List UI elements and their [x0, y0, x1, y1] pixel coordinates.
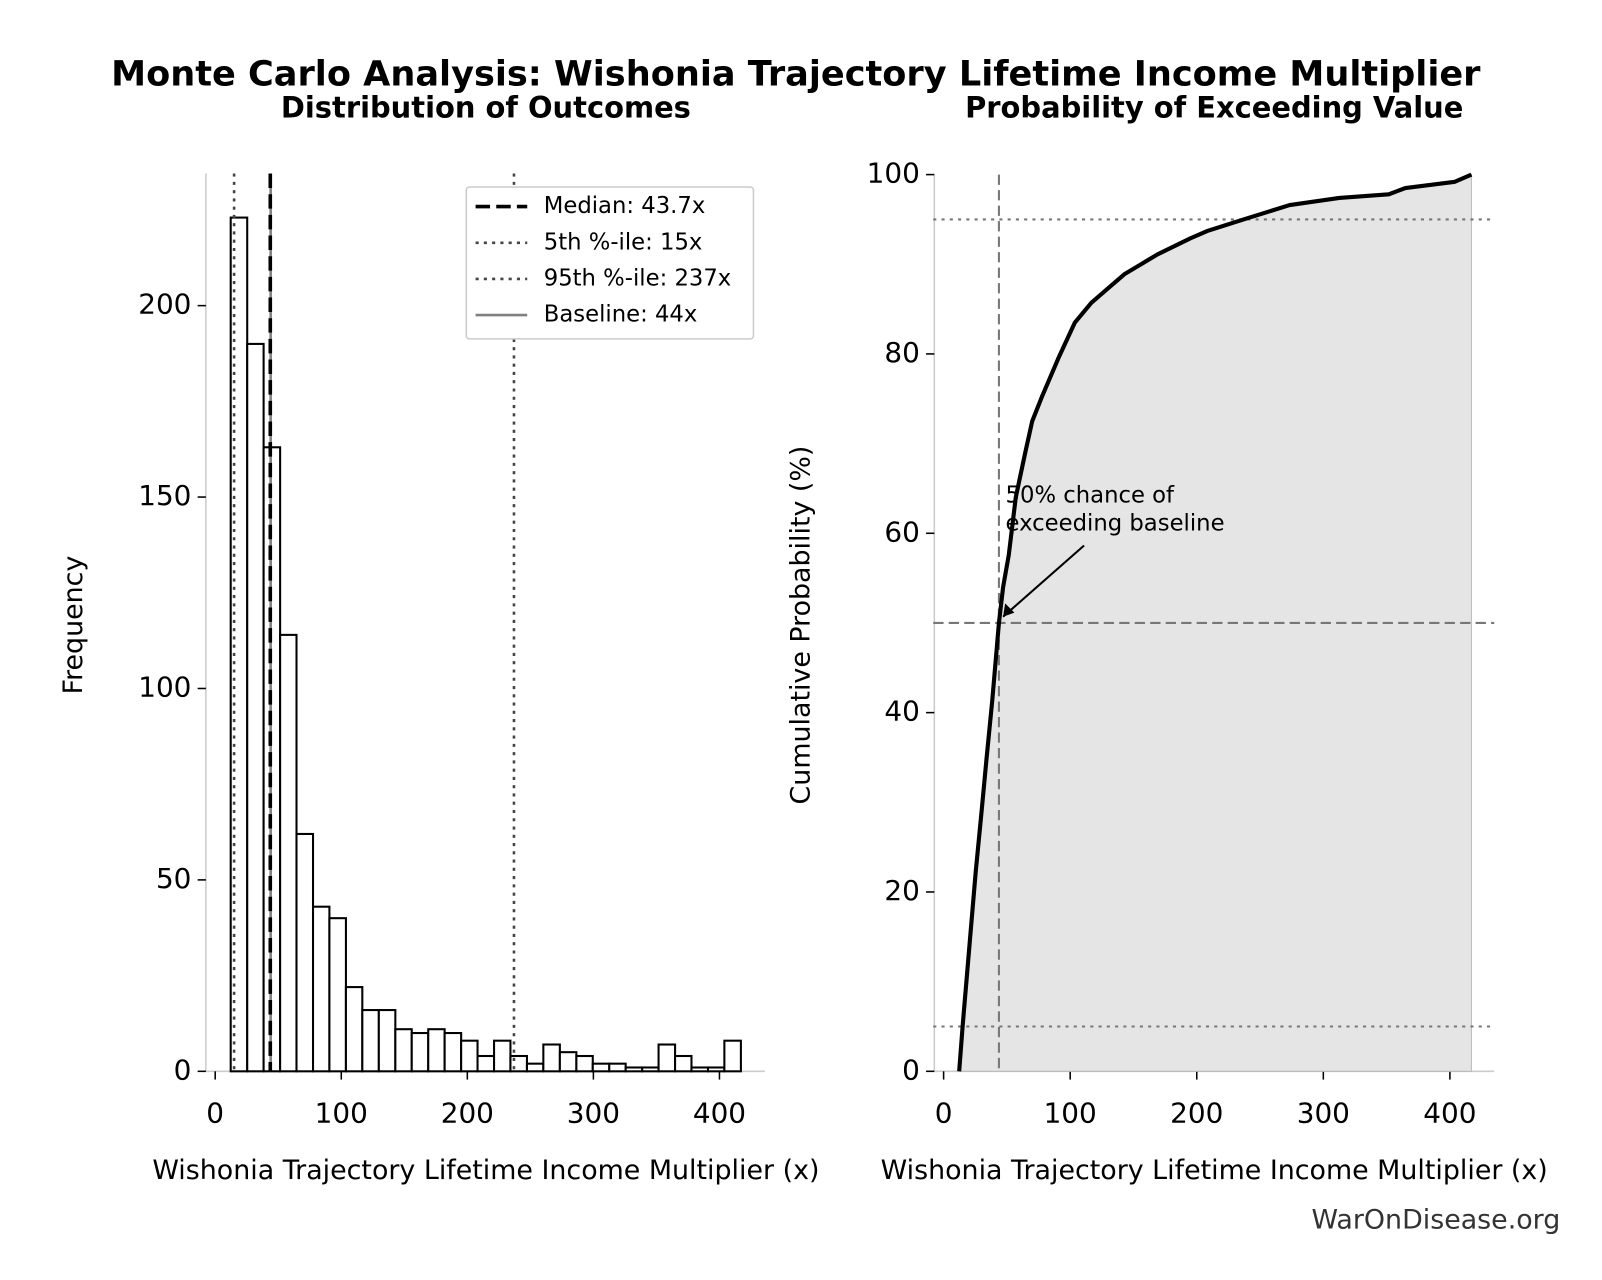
x-tick-label: 100 [315, 1097, 368, 1130]
histogram-bar [690, 1066, 710, 1073]
y-tick-label: 100 [138, 670, 191, 703]
x-tick-label: 400 [693, 1097, 746, 1130]
footer: WarOnDisease.org [1312, 1205, 1561, 1236]
y-tick-label: 150 [138, 479, 191, 512]
histogram-bar [723, 1039, 742, 1073]
legend-label: 95th %-ile: 237x [544, 265, 732, 291]
histogram-bar [476, 1054, 496, 1073]
x-axis-label: Wishonia Trajectory Lifetime Income Mult… [881, 1155, 1548, 1186]
subplot-title: Distribution of Outcomes [281, 91, 691, 125]
y-tick-label: 0 [902, 1053, 920, 1086]
y-axis-label: Cumulative Probability (%) [786, 446, 817, 805]
subplot-title: Probability of Exceeding Value [965, 91, 1463, 125]
legend-label: Baseline: 44x [544, 302, 698, 328]
histogram-bar [460, 1039, 479, 1073]
x-tick-label: 0 [206, 1097, 224, 1130]
y-tick-label: 80 [884, 336, 919, 369]
histogram-bar [525, 1062, 545, 1073]
cdf-line [957, 172, 1473, 1072]
x-tick-label: 200 [1170, 1097, 1223, 1130]
y-tick-label: 40 [884, 695, 919, 728]
histogram-bar [410, 1031, 430, 1073]
histogram-bar [377, 1009, 397, 1073]
annotation: exceeding baseline [1006, 510, 1225, 536]
x-tick-label: 0 [935, 1097, 953, 1130]
annotation: 50% chance of [1006, 482, 1176, 508]
y-tick-label: 200 [138, 288, 191, 321]
legend-label: 5th %-ile: 15x [544, 229, 703, 255]
histogram-bar [641, 1066, 660, 1073]
histogram-bar [394, 1028, 413, 1073]
histogram-bar [246, 342, 265, 1073]
x-tick-label: 100 [1044, 1097, 1097, 1130]
y-tick-label: 20 [884, 874, 919, 907]
y-tick-label: 100 [867, 157, 920, 190]
x-tick-label: 200 [441, 1097, 494, 1130]
histogram-bar [295, 832, 315, 1073]
histogram-bar [558, 1051, 578, 1073]
histogram-bar [361, 1009, 380, 1073]
annotation-arrow [1002, 544, 1085, 618]
histogram-bar [624, 1066, 644, 1073]
histogram-bar [427, 1028, 446, 1073]
annotation-arrowhead [1003, 603, 1015, 617]
histogram-bar [674, 1054, 693, 1073]
histogram-bar [493, 1039, 512, 1073]
histogram-bar [443, 1031, 463, 1073]
histogram-bar [608, 1062, 627, 1073]
histogram-bar [311, 905, 331, 1073]
y-tick-label: 50 [156, 862, 191, 895]
histogram-bar [328, 917, 347, 1073]
histogram-bar [344, 986, 364, 1073]
x-tick-label: 300 [1297, 1097, 1350, 1130]
legend-label: Median: 43.7x [544, 193, 706, 219]
y-tick-label: 60 [884, 515, 919, 548]
histogram-bar [279, 633, 298, 1073]
x-axis-label: Wishonia Trajectory Lifetime Income Mult… [152, 1155, 819, 1186]
legend-box [465, 186, 755, 340]
histogram-bar [657, 1043, 677, 1073]
x-tick-label: 300 [567, 1097, 620, 1130]
histogram-bar [706, 1066, 726, 1073]
y-axis-label: Frequency [58, 556, 89, 695]
main-title: Monte Carlo Analysis: Wishonia Trajector… [111, 53, 1481, 94]
y-tick-label: 0 [174, 1053, 192, 1086]
histogram-bar [575, 1054, 594, 1073]
histogram-bar [591, 1062, 611, 1073]
histogram-bar [542, 1043, 561, 1073]
x-tick-label: 400 [1423, 1097, 1476, 1130]
